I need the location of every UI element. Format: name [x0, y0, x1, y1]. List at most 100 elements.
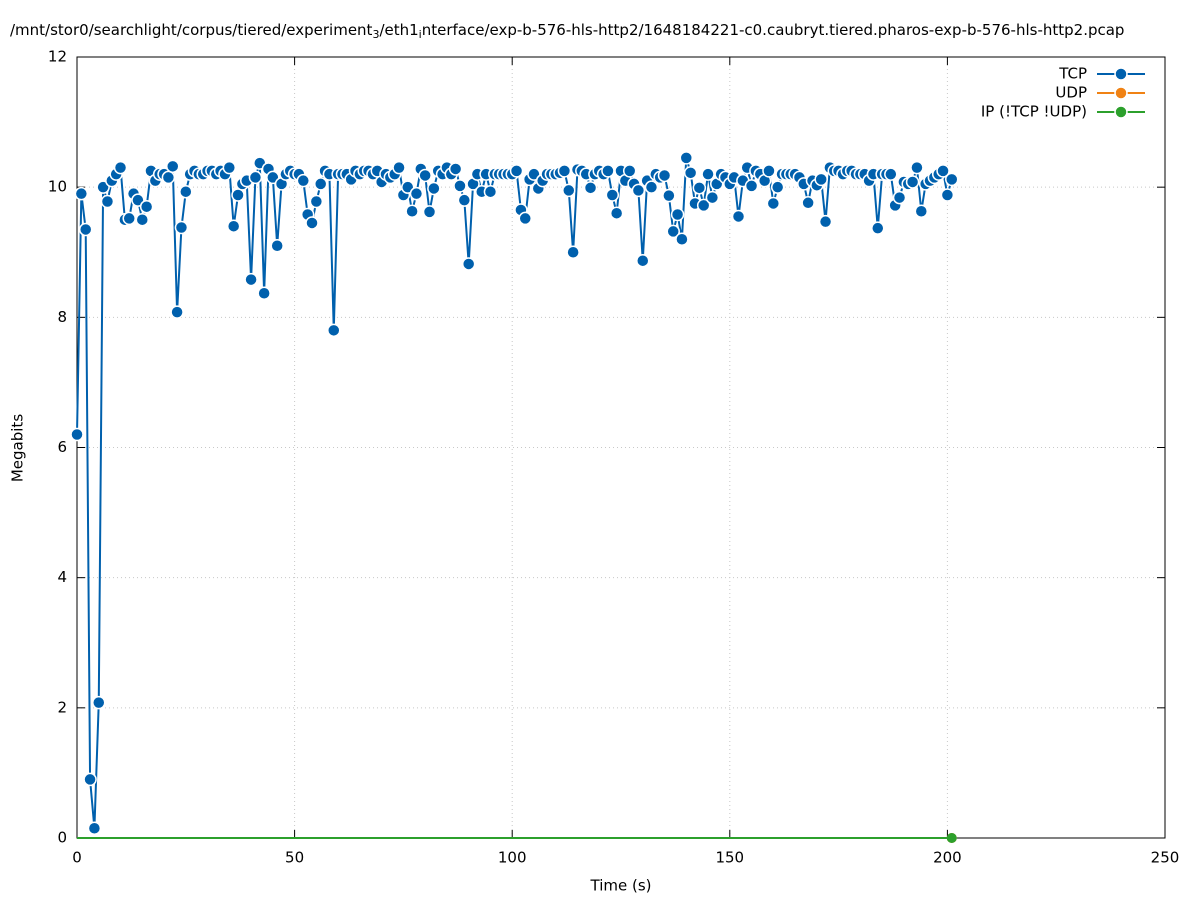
data-point: [905, 175, 920, 189]
y-tick-label: 6: [57, 438, 67, 456]
data-point: [170, 305, 184, 319]
data-point: [427, 181, 441, 196]
data-point: [135, 212, 150, 227]
y-tick-label: 10: [48, 178, 67, 196]
data-point: [87, 821, 102, 835]
data-point: [657, 168, 672, 183]
data-point: [248, 170, 263, 185]
data-point: [731, 209, 746, 224]
data-point: [457, 193, 472, 207]
chart-title: /mnt/stor0/searchlight/corpus/tiered/exp…: [10, 21, 1124, 42]
data-point: [313, 177, 328, 191]
data-point: [113, 160, 128, 175]
data-point: [801, 196, 815, 210]
y-tick-label: 12: [48, 48, 67, 66]
data-point: [222, 160, 237, 175]
data-point: [622, 164, 637, 178]
data-point: [139, 199, 154, 214]
legend-marker: [1114, 86, 1128, 100]
data-point: [309, 194, 324, 209]
data-point: [566, 245, 580, 259]
data-point: [636, 253, 650, 268]
data-point: [609, 206, 624, 220]
data-point: [405, 204, 419, 218]
data-point: [179, 184, 193, 199]
data-point: [692, 181, 707, 195]
series-line: [76, 157, 953, 829]
data-point: [683, 166, 698, 180]
data-point: [296, 173, 311, 188]
data-point: [165, 159, 180, 174]
data-point: [945, 172, 959, 187]
data-point: [766, 196, 781, 211]
data-point: [675, 232, 689, 246]
data-point: [662, 188, 676, 203]
x-tick-label: 100: [498, 849, 527, 867]
data-point: [644, 180, 659, 194]
data-point: [257, 286, 271, 301]
data-point: [696, 198, 711, 213]
data-point: [936, 164, 950, 178]
y-tick-label: 8: [57, 308, 67, 326]
data-point: [122, 211, 136, 226]
data-point: [418, 168, 432, 183]
x-tick-label: 200: [933, 849, 962, 867]
data-point: [562, 183, 576, 198]
data-point: [814, 172, 828, 187]
data-point: [557, 164, 572, 178]
y-tick-label: 2: [57, 698, 67, 716]
legend-marker: [1114, 67, 1128, 81]
data-point: [583, 181, 598, 195]
data-point: [461, 257, 476, 271]
data-point: [679, 151, 694, 165]
data-point: [940, 188, 955, 202]
x-tick-label: 250: [1151, 849, 1180, 867]
data-point: [701, 167, 715, 181]
legend-label: UDP: [1055, 84, 1087, 102]
data-point: [83, 772, 97, 787]
data-point: [100, 194, 115, 209]
data-point: [744, 179, 759, 193]
data-point: [74, 186, 89, 201]
legend-label: TCP: [1058, 65, 1087, 83]
data-point: [422, 205, 437, 219]
data-point: [392, 160, 406, 175]
x-tick-label: 50: [285, 849, 304, 867]
x-tick-label: 150: [715, 849, 744, 867]
y-axis-label: Megabits: [9, 414, 27, 482]
data-point: [92, 695, 106, 710]
data-point: [327, 323, 341, 338]
data-point: [884, 167, 898, 181]
data-point: [892, 190, 907, 205]
legend-label: IP (!TCP !UDP): [981, 103, 1087, 121]
data-point: [70, 427, 84, 442]
data-point: [946, 833, 957, 843]
data-point: [453, 179, 467, 193]
data-point: [409, 186, 424, 201]
data-point: [483, 184, 498, 199]
data-point: [910, 160, 924, 175]
data-point: [174, 220, 189, 235]
data-point: [818, 214, 833, 229]
data-point: [605, 188, 620, 202]
data-point: [78, 222, 93, 237]
x-tick-label: 0: [72, 849, 82, 867]
data-point: [670, 207, 685, 222]
data-point: [705, 190, 720, 205]
data-point: [270, 238, 284, 253]
data-point: [631, 183, 646, 198]
y-tick-label: 4: [57, 568, 67, 586]
data-point: [666, 224, 680, 239]
data-point: [226, 219, 241, 233]
data-point: [305, 216, 319, 230]
y-tick-label: 0: [57, 829, 67, 847]
data-point: [871, 221, 885, 235]
x-axis-label: Time (s): [590, 877, 652, 895]
data-point: [762, 164, 776, 178]
data-point: [448, 162, 463, 176]
data-point: [161, 170, 176, 185]
data-point: [244, 272, 258, 287]
data-point: [770, 180, 785, 194]
data-point: [509, 164, 524, 178]
